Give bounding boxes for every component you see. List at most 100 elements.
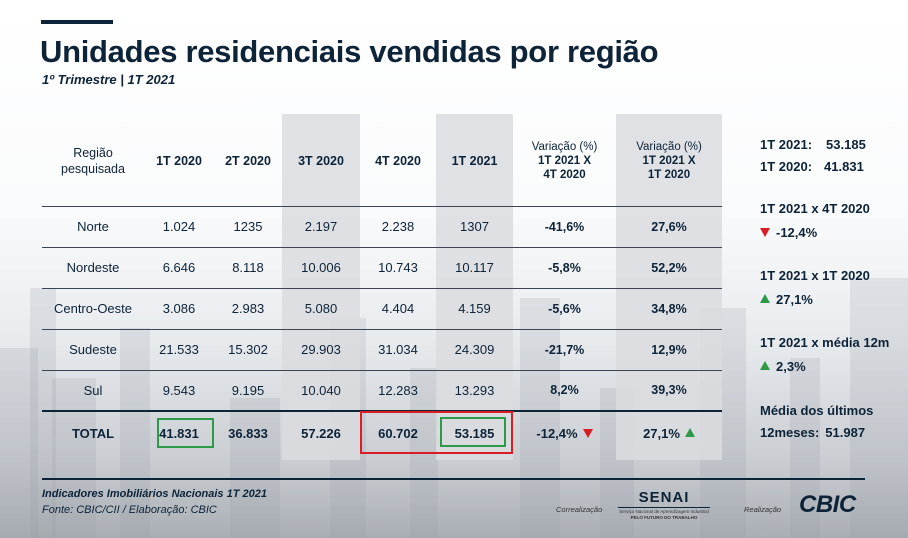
table-row: Norte 1.024 1235 2.197 2.238 1307 -41,6%…	[42, 205, 722, 247]
sidebar-average: 12meses: 51.987	[760, 422, 865, 444]
sidebar-comparison-label: 1T 2021 x 1T 2020	[760, 268, 870, 283]
cbic-logo: CBIC	[799, 491, 856, 518]
senai-logo: SENAI Serviço Nacional de Aprendizagem I…	[618, 490, 710, 521]
table-cell: 13.293	[436, 369, 513, 411]
total-variation-value: 27,1%	[643, 426, 680, 441]
region-name: Sudeste	[42, 328, 144, 370]
region-name: Nordeste	[42, 246, 144, 288]
comparison-value-text: -12,4%	[776, 225, 818, 240]
realizacao-label: Realização	[744, 505, 782, 514]
footer-divider	[42, 478, 865, 480]
table-cell: 1235	[214, 205, 282, 247]
column-header-variation: Variação (%) 1T 2021 X 1T 2020	[616, 116, 722, 206]
arrow-up-icon	[760, 361, 770, 370]
total-cell: 36.833	[214, 410, 282, 455]
variation-cell: 34,8%	[616, 287, 722, 329]
page-title: Unidades residenciais vendidas por regiã…	[40, 34, 659, 69]
sales-table: Região pesquisada 1T 2020 2T 2020 3T 202…	[42, 116, 722, 455]
table-cell: 10.006	[282, 246, 360, 288]
title-accent-bar	[41, 20, 113, 24]
variation-label: Variação (%)	[636, 140, 702, 153]
table-cell: 9.543	[144, 369, 214, 411]
table-row: Nordeste 6.646 8.118 10.006 10.743 10.11…	[42, 246, 722, 288]
table-cell: 21.533	[144, 328, 214, 370]
table-row: Centro-Oeste 3.086 2.983 5.080 4.404 4.1…	[42, 287, 722, 329]
sidebar-q2020: 1T 2020: 41.831	[760, 156, 864, 178]
variation-cell: -5,6%	[513, 287, 616, 329]
senai-logo-rule	[618, 507, 710, 508]
column-header: 1T 2021	[451, 153, 498, 168]
table-cell: 29.903	[282, 328, 360, 370]
arrow-up-icon	[684, 428, 695, 437]
highlight-1t2020-total	[157, 418, 214, 448]
total-label: TOTAL	[42, 410, 144, 455]
sidebar-comparison-label: 1T 2021 x 4T 2020	[760, 201, 870, 216]
region-name: Sul	[42, 369, 144, 411]
variation-comparison: 1T 2021 X 1T 2020	[642, 154, 696, 181]
total-cell: 57.226	[282, 410, 360, 455]
table-cell: 24.309	[436, 328, 513, 370]
table-cell: 3.086	[144, 287, 214, 329]
comparison-value-text: 2,3%	[776, 359, 806, 374]
table-cell: 8.118	[214, 246, 282, 288]
table-header-row: Região pesquisada 1T 2020 2T 2020 3T 202…	[42, 116, 722, 206]
variation-cell: -21,7%	[513, 328, 616, 370]
total-variation-cell: 27,1%	[616, 410, 722, 455]
table-cell: 5.080	[282, 287, 360, 329]
column-header: 3T 2020	[298, 153, 344, 168]
table-row: Sudeste 21.533 15.302 29.903 31.034 24.3…	[42, 328, 722, 370]
table-cell: 10.040	[282, 369, 360, 411]
arrow-up-icon	[760, 294, 770, 303]
table-cell: 9.195	[214, 369, 282, 411]
sidebar-comparison-value: 2,3%	[760, 356, 806, 378]
table-cell: 2.197	[282, 205, 360, 247]
sidebar-value: 41.831	[824, 159, 864, 174]
table-cell: 10.117	[436, 246, 513, 288]
sidebar-comparison-value: -12,4%	[760, 222, 817, 244]
senai-logo-text: SENAI	[638, 489, 690, 506]
arrow-down-icon	[582, 429, 593, 438]
senai-tagline-2: PELO FUTURO DO TRABALHO	[630, 515, 698, 520]
table-cell: 4.159	[436, 287, 513, 329]
total-variation-value: -12,4%	[536, 426, 578, 441]
table-cell: 1307	[436, 205, 513, 247]
sidebar-value: 53.185	[826, 137, 866, 152]
sidebar-q2021: 1T 2021: 53.185	[760, 134, 866, 156]
variation-cell: -5,8%	[513, 246, 616, 288]
variation-cell: 8,2%	[513, 369, 616, 411]
arrow-down-icon	[760, 228, 770, 237]
variation-cell: 39,3%	[616, 369, 722, 411]
sidebar-label: 1T 2021:	[760, 137, 813, 152]
table-cell: 15.302	[214, 328, 282, 370]
comparison-value-text: 27,1%	[776, 292, 813, 307]
footer-source: Fonte: CBIC/CII / Elaboração: CBIC	[42, 504, 217, 516]
total-variation-cell: -12,4%	[513, 410, 616, 455]
variation-cell: 12,9%	[616, 328, 722, 370]
region-name: Centro-Oeste	[42, 287, 144, 329]
total-cell: 60.702	[360, 410, 436, 455]
column-header-region: Região pesquisada	[61, 145, 125, 176]
region-name: Norte	[42, 205, 144, 247]
table-row: Sul 9.543 9.195 10.040 12.283 13.293 8,2…	[42, 369, 722, 411]
column-header-variation: Variação (%) 1T 2021 X 4T 2020	[513, 116, 616, 206]
variation-cell: 27,6%	[616, 205, 722, 247]
table-cell: 10.743	[360, 246, 436, 288]
column-header: 4T 2020	[375, 153, 421, 168]
sidebar-average-value: 51.987	[825, 425, 866, 440]
table-cell: 2.238	[360, 205, 436, 247]
table-cell: 1.024	[144, 205, 214, 247]
sidebar-average-label-2: 12meses:	[760, 425, 820, 440]
column-header: 2T 2020	[225, 153, 271, 168]
sidebar-label: 1T 2020:	[760, 159, 813, 174]
highlight-1t2021-total	[440, 417, 506, 447]
sidebar-average-label: Média dos últimos	[760, 403, 874, 418]
variation-cell: -41,6%	[513, 205, 616, 247]
footer-publication: Indicadores Imobiliários Nacionais 1T 20…	[42, 488, 267, 500]
column-header: 1T 2020	[156, 153, 202, 168]
table-cell: 31.034	[360, 328, 436, 370]
variation-label: Variação (%)	[531, 140, 598, 153]
table-cell: 6.646	[144, 246, 214, 288]
variation-comparison: 1T 2021 X 4T 2020	[537, 154, 592, 181]
correalizacao-label: Correalização	[556, 505, 603, 514]
table-cell: 2.983	[214, 287, 282, 329]
